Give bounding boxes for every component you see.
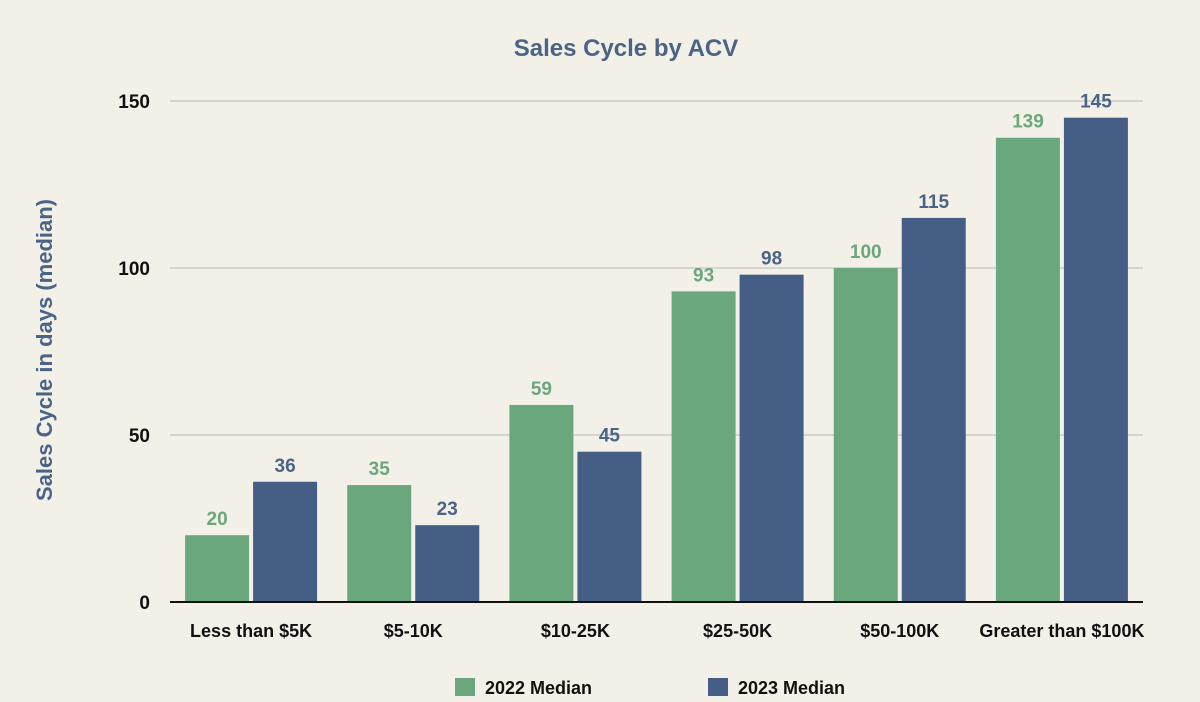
x-tick-label: $50-100K [860,621,939,641]
x-tick-label: Greater than $100K [979,621,1144,641]
y-tick-label: 0 [139,593,150,614]
legend-swatch [455,678,475,696]
bar-2023 [901,217,966,602]
data-label: 98 [761,249,782,270]
y-axis-label: Sales Cycle in days (median) [32,199,57,501]
bar-2022 [347,485,412,602]
y-tick-label: 150 [118,92,150,113]
bar-2023 [253,481,318,602]
data-label: 145 [1080,92,1112,113]
data-label: 100 [850,242,882,263]
bar-2023 [1063,117,1128,602]
data-label: 45 [599,426,621,447]
data-label: 139 [1012,112,1044,133]
legend-swatch [708,678,728,696]
bars [185,117,1128,603]
legend-label: 2022 Median [485,678,592,698]
y-tick-label: 50 [129,426,150,447]
data-label: 59 [531,379,552,400]
bar-2022 [671,291,736,602]
data-label: 20 [207,509,228,530]
x-axis-ticks: Less than $5K $5-10K $10-25K $25-50K $50-100… [190,621,1144,641]
x-tick-label: $5-10K [384,621,443,641]
data-label: 115 [918,192,949,213]
y-axis-ticks: 0 50 100 150 [118,92,150,614]
bar-2022 [995,137,1060,603]
data-labels: 20 36 35 23 59 45 93 98 100 115 139 145 [207,92,1113,531]
bar-2022 [185,535,250,602]
data-label: 35 [369,459,391,480]
y-tick-label: 100 [118,259,150,280]
x-tick-label: $10-25K [541,621,610,641]
legend: 2022 Median 2023 Median [455,678,845,698]
data-label: 23 [437,499,458,520]
gridlines [170,100,1143,436]
x-tick-label: Less than $5K [190,621,312,641]
bar-2022 [833,268,898,602]
legend-label: 2023 Median [738,678,845,698]
data-label: 36 [275,456,296,477]
x-tick-label: $25-50K [703,621,772,641]
bar-2022 [509,404,574,602]
bar-2023 [739,274,804,602]
bar-2023 [577,451,642,602]
bar-2023 [415,525,480,602]
data-label: 93 [693,265,714,286]
chart-title: Sales Cycle by ACV [514,35,739,62]
